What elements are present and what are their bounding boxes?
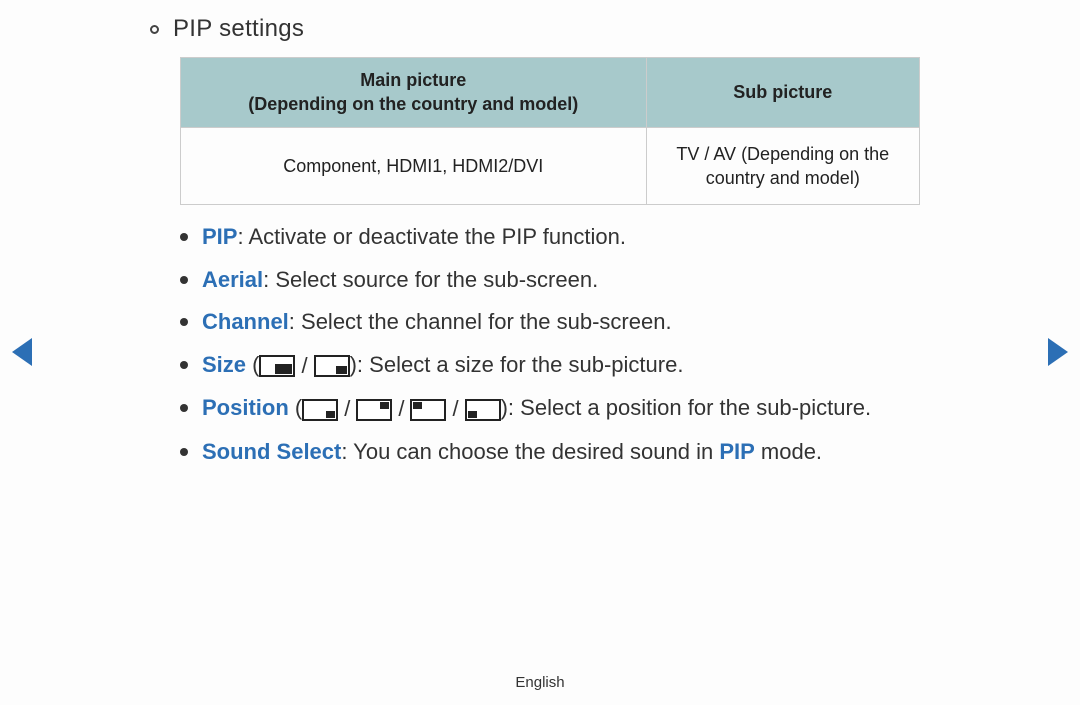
size-small-icon — [314, 355, 350, 377]
desc-sound-pre: : You can choose the desired sound in — [341, 439, 719, 464]
term-position: Position — [202, 395, 289, 420]
term-sound: Sound Select — [202, 439, 341, 464]
table-header-row: Main picture (Depending on the country a… — [181, 58, 920, 128]
position-top-left-icon — [410, 399, 446, 421]
desc-channel: : Select the channel for the sub-screen. — [289, 309, 672, 334]
section-heading: PIP settings — [173, 15, 304, 43]
position-icons: / / / — [302, 395, 500, 424]
term-size: Size — [202, 352, 246, 377]
term-pip: PIP — [202, 224, 237, 249]
table-cell-sub: TV / AV (Depending on the country and mo… — [646, 127, 919, 205]
paren-open: ( — [289, 395, 302, 420]
dot-bullet-icon — [180, 448, 188, 456]
position-bottom-right-icon — [302, 399, 338, 421]
list-item-aerial: Aerial: Select source for the sub-screen… — [180, 266, 1020, 295]
manual-page: PIP settings Main picture (Depending on … — [0, 0, 1080, 705]
desc-pip: : Activate or deactivate the PIP functio… — [237, 224, 626, 249]
prev-page-arrow-icon[interactable] — [12, 338, 32, 366]
dot-bullet-icon — [180, 318, 188, 326]
size-large-icon — [259, 355, 295, 377]
list-item-body: Aerial: Select source for the sub-screen… — [202, 266, 1020, 295]
table-header-sub: Sub picture — [646, 58, 919, 128]
list-item-size: Size ( / ): Select a size for the sub-pi… — [180, 351, 1020, 380]
term-aerial: Aerial — [202, 267, 263, 292]
position-bottom-left-icon — [465, 399, 501, 421]
size-icons: / — [259, 352, 349, 381]
list-item-body: Size ( / ): Select a size for the sub-pi… — [202, 351, 1020, 380]
definition-list: PIP: Activate or deactivate the PIP func… — [180, 223, 1020, 466]
term-channel: Channel — [202, 309, 289, 334]
table-row: Component, HDMI1, HDMI2/DVI TV / AV (Dep… — [181, 127, 920, 205]
list-item-position: Position ( / / / ): Select a position fo… — [180, 394, 1020, 423]
dot-bullet-icon — [180, 276, 188, 284]
slash-sep: / — [452, 395, 458, 424]
list-item-channel: Channel: Select the channel for the sub-… — [180, 308, 1020, 337]
pip-source-table: Main picture (Depending on the country a… — [180, 57, 920, 205]
desc-sound-post: mode. — [755, 439, 822, 464]
list-item-body: Position ( / / / ): Select a position fo… — [202, 394, 1020, 423]
table-header-sub-line1: Sub picture — [733, 82, 832, 102]
slash-sep: / — [301, 352, 307, 381]
list-item-body: Channel: Select the channel for the sub-… — [202, 308, 1020, 337]
dot-bullet-icon — [180, 404, 188, 412]
list-item-body: Sound Select: You can choose the desired… — [202, 438, 1020, 467]
slash-sep: / — [398, 395, 404, 424]
next-page-arrow-icon[interactable] — [1048, 338, 1068, 366]
table-header-main-line2: (Depending on the country and model) — [248, 94, 578, 114]
footer-language: English — [0, 674, 1080, 691]
paren-close: ): — [501, 395, 521, 420]
desc-position: Select a position for the sub-picture. — [520, 395, 871, 420]
list-item-pip: PIP: Activate or deactivate the PIP func… — [180, 223, 1020, 252]
position-top-right-icon — [356, 399, 392, 421]
desc-aerial: : Select source for the sub-screen. — [263, 267, 598, 292]
table-header-main: Main picture (Depending on the country a… — [181, 58, 647, 128]
pip-source-table-wrap: Main picture (Depending on the country a… — [180, 57, 920, 205]
slash-sep: / — [344, 395, 350, 424]
paren-open: ( — [246, 352, 259, 377]
desc-size: Select a size for the sub-picture. — [369, 352, 683, 377]
dot-bullet-icon — [180, 361, 188, 369]
paren-close: ): — [350, 352, 370, 377]
inline-pip: PIP — [719, 439, 754, 464]
list-item-sound: Sound Select: You can choose the desired… — [180, 438, 1020, 467]
dot-bullet-icon — [180, 233, 188, 241]
ring-bullet-icon — [150, 25, 159, 34]
table-cell-main: Component, HDMI1, HDMI2/DVI — [181, 127, 647, 205]
section-heading-row: PIP settings — [150, 15, 1020, 43]
table-header-main-line1: Main picture — [360, 70, 466, 90]
list-item-body: PIP: Activate or deactivate the PIP func… — [202, 223, 1020, 252]
